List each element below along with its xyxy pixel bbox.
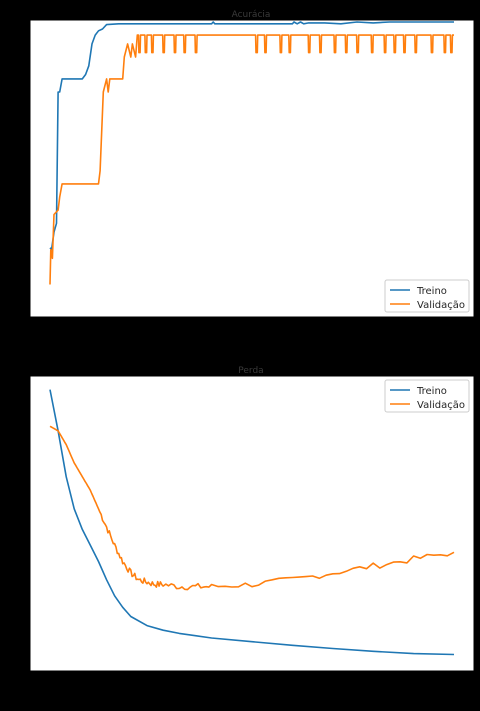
accuracy-chart: Acurácia Treino Validação bbox=[26, 10, 475, 321]
legend-label-train: Treino bbox=[416, 286, 447, 297]
series-line-validation bbox=[49, 34, 454, 285]
chart-title: Acurácia bbox=[232, 10, 271, 20]
x-axis-ticks bbox=[49, 671, 455, 675]
legend: Treino Validação bbox=[384, 279, 470, 313]
loss-chart: Perda Treino Validação bbox=[26, 366, 475, 675]
series-lines bbox=[49, 21, 454, 285]
chart-title: Perda bbox=[238, 366, 263, 376]
y-axis-ticks bbox=[26, 21, 30, 303]
series-line-validation bbox=[49, 425, 455, 591]
x-axis-ticks bbox=[49, 317, 455, 321]
legend-label-validation: Validação bbox=[417, 300, 465, 311]
y-axis-ticks bbox=[26, 384, 30, 661]
series-lines bbox=[49, 389, 455, 656]
plot-area bbox=[29, 375, 475, 672]
legend-label-validation: Validação bbox=[417, 400, 465, 411]
series-line-train bbox=[49, 21, 454, 251]
plot-area bbox=[29, 19, 475, 318]
series-line-train bbox=[49, 389, 455, 656]
legend-label-train: Treino bbox=[416, 386, 447, 397]
legend: Treino Validação bbox=[384, 379, 470, 413]
